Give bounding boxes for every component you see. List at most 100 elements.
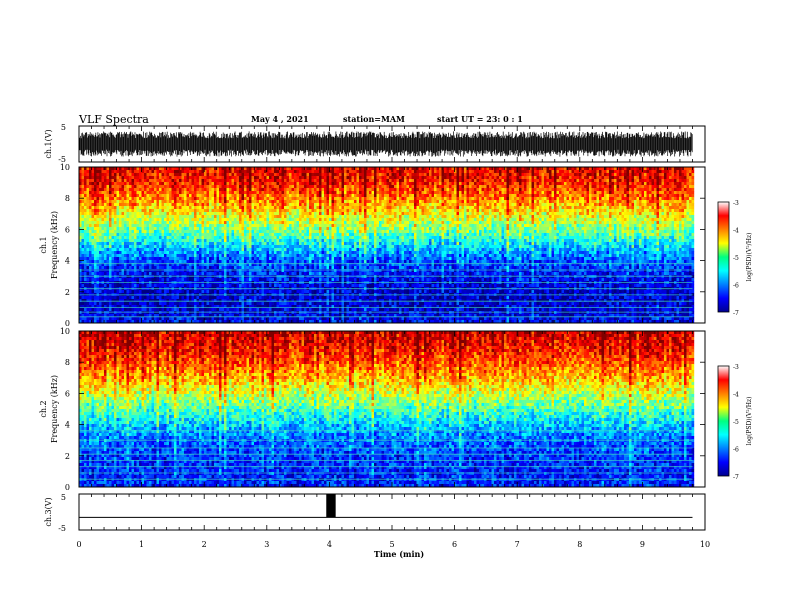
spectrogram-cell bbox=[246, 266, 250, 270]
spectrogram-cell bbox=[256, 296, 260, 300]
spectrogram-cell bbox=[251, 167, 255, 171]
spectrogram-cell bbox=[239, 170, 242, 174]
spectrogram-cell bbox=[244, 233, 247, 237]
spectrogram-cell bbox=[169, 185, 172, 189]
spectrogram-cell bbox=[241, 179, 245, 183]
spectrogram-cell bbox=[124, 269, 127, 273]
spectrogram-cell bbox=[234, 260, 237, 264]
spectrogram-cell bbox=[171, 182, 175, 186]
spectrogram-cell bbox=[171, 257, 175, 261]
spectrogram-cell bbox=[166, 308, 170, 312]
spectrogram-cell bbox=[136, 188, 140, 192]
spectrogram-cell bbox=[196, 209, 200, 213]
spectrogram-cell bbox=[129, 314, 132, 318]
spectrogram-cell bbox=[244, 269, 247, 273]
spectrogram-cell bbox=[251, 251, 255, 255]
spectrogram-cell bbox=[221, 302, 225, 306]
spectrogram-cell bbox=[121, 221, 125, 225]
spectrogram-cell bbox=[214, 308, 217, 312]
spectrogram-cell bbox=[186, 233, 190, 237]
spectrogram-cell bbox=[86, 308, 90, 312]
spectrogram-cell bbox=[246, 176, 250, 180]
spectrogram-cell bbox=[164, 200, 167, 204]
spectrogram-cell bbox=[224, 212, 227, 216]
spectrogram-cell bbox=[219, 218, 222, 222]
spectrogram-cell bbox=[104, 170, 107, 174]
spectrogram-cell bbox=[119, 272, 122, 276]
spectrogram-cell bbox=[264, 167, 267, 171]
spectrogram-cell bbox=[109, 239, 112, 243]
spectrogram-cell bbox=[91, 248, 95, 252]
spectrogram-cell bbox=[256, 242, 260, 246]
spectrogram-cell bbox=[194, 251, 197, 255]
spectrogram-cell bbox=[259, 206, 262, 210]
spectrogram-cell bbox=[189, 209, 192, 213]
spectrogram-cell bbox=[106, 194, 110, 198]
spectrogram-cell bbox=[179, 230, 182, 234]
spectrogram-cell bbox=[246, 197, 250, 201]
spectrogram-cell bbox=[119, 245, 122, 249]
spectrogram-cell bbox=[164, 263, 167, 267]
spectrogram-cell bbox=[244, 206, 247, 210]
spectrogram-cell bbox=[184, 188, 187, 192]
spectrogram-cell bbox=[96, 179, 100, 183]
spectrogram-cell bbox=[189, 299, 192, 303]
spectrogram-cell bbox=[204, 236, 207, 240]
spectrogram-cell bbox=[254, 299, 257, 303]
spectrogram-cell bbox=[221, 212, 225, 216]
spectrogram-cell bbox=[269, 194, 272, 198]
spectrogram-cell bbox=[111, 167, 115, 171]
spectrogram-cell bbox=[96, 296, 100, 300]
spectrogram-cell bbox=[259, 227, 262, 231]
spectrogram-cell bbox=[136, 299, 140, 303]
spectrogram-cell bbox=[231, 251, 235, 255]
spectrogram-cell bbox=[136, 290, 140, 294]
spectrogram-cell bbox=[244, 227, 247, 231]
spectrogram-cell bbox=[239, 269, 242, 273]
spectrogram-cell bbox=[246, 314, 250, 318]
spectrogram-cell bbox=[231, 317, 235, 321]
spectrogram-cell bbox=[134, 290, 137, 294]
spectrogram-cell bbox=[244, 320, 247, 324]
spectrogram-cell bbox=[236, 224, 240, 228]
spectrogram-cell bbox=[254, 185, 257, 189]
spectrogram-cell bbox=[239, 257, 242, 261]
spectrogram-cell bbox=[146, 239, 150, 243]
spectrogram-cell bbox=[144, 245, 147, 249]
spectrogram-cell bbox=[259, 317, 262, 321]
spectrogram-cell bbox=[101, 248, 105, 252]
spectrogram-cell bbox=[109, 245, 112, 249]
spectrogram-cell bbox=[199, 203, 202, 207]
spectrogram-cell bbox=[174, 176, 177, 180]
spectrogram-cell bbox=[124, 260, 127, 264]
spectrogram-cell bbox=[119, 278, 122, 282]
spectrogram-cell bbox=[84, 299, 87, 303]
spectrogram-cell bbox=[206, 224, 210, 228]
spectrogram-cell bbox=[79, 305, 82, 309]
spectrogram-cell bbox=[149, 302, 152, 306]
spectrogram-cell bbox=[251, 317, 255, 321]
spectrogram-cell bbox=[96, 197, 100, 201]
spectrogram-cell bbox=[144, 173, 147, 177]
spectrogram-cell bbox=[161, 167, 165, 171]
spectrogram-cell bbox=[106, 254, 110, 258]
spectrogram-cell bbox=[104, 245, 107, 249]
spectrogram-cell bbox=[141, 266, 145, 270]
spectrogram-cell bbox=[259, 242, 262, 246]
spectrogram-cell bbox=[166, 311, 170, 315]
spectrogram-cell bbox=[151, 230, 155, 234]
spectrogram-cell bbox=[236, 260, 240, 264]
spectrogram-cell bbox=[164, 314, 167, 318]
spectrogram-cell bbox=[124, 254, 127, 258]
spectrogram-cell bbox=[244, 191, 247, 195]
spectrogram-cell bbox=[231, 320, 235, 324]
spectrogram-cell bbox=[89, 206, 92, 210]
spectrogram-cell bbox=[111, 290, 115, 294]
spectrogram-cell bbox=[204, 170, 207, 174]
spectrogram-cell bbox=[186, 224, 190, 228]
spectrogram-cell bbox=[194, 218, 197, 222]
spectrogram-cell bbox=[171, 173, 175, 177]
spectrogram-cell bbox=[204, 221, 207, 225]
spectrogram-cell bbox=[91, 167, 95, 171]
spectrogram-cell bbox=[201, 320, 205, 324]
